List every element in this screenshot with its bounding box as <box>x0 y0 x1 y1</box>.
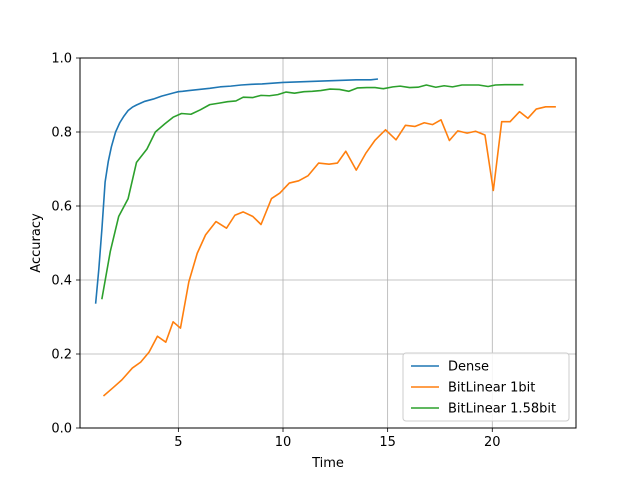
x-tick-label: 10 <box>275 435 292 450</box>
series-line-0 <box>94 78 379 304</box>
y-tick-label: 0.0 <box>51 422 72 437</box>
y-tick-label: 0.6 <box>51 200 72 215</box>
x-tick-label: 5 <box>174 435 182 450</box>
axis-ticks: 5 10 15 20 0.0 0.2 0.4 0.6 0.8 1.0 <box>51 52 500 451</box>
legend-box <box>402 352 570 422</box>
legend-label: Dense <box>448 360 489 375</box>
legend: Dense BitLinear 1bit BitLinear 1.58bit <box>402 352 570 422</box>
y-tick-label: 1.0 <box>51 52 72 67</box>
y-axis-label: Accuracy <box>29 213 44 273</box>
y-tick-label: 0.8 <box>51 126 72 141</box>
series-line-1 <box>102 106 556 397</box>
y-tick-label: 0.2 <box>51 348 72 363</box>
legend-label: BitLinear 1.58bit <box>448 402 556 417</box>
y-tick-label: 0.4 <box>51 274 72 289</box>
series-line-2 <box>101 83 524 300</box>
plot-frame <box>79 57 577 429</box>
x-tick-label: 15 <box>379 435 396 450</box>
legend-label: BitLinear 1bit <box>448 381 535 396</box>
x-axis-label: Time <box>311 456 344 471</box>
x-tick-label: 20 <box>484 435 501 450</box>
series-lines <box>94 78 556 397</box>
